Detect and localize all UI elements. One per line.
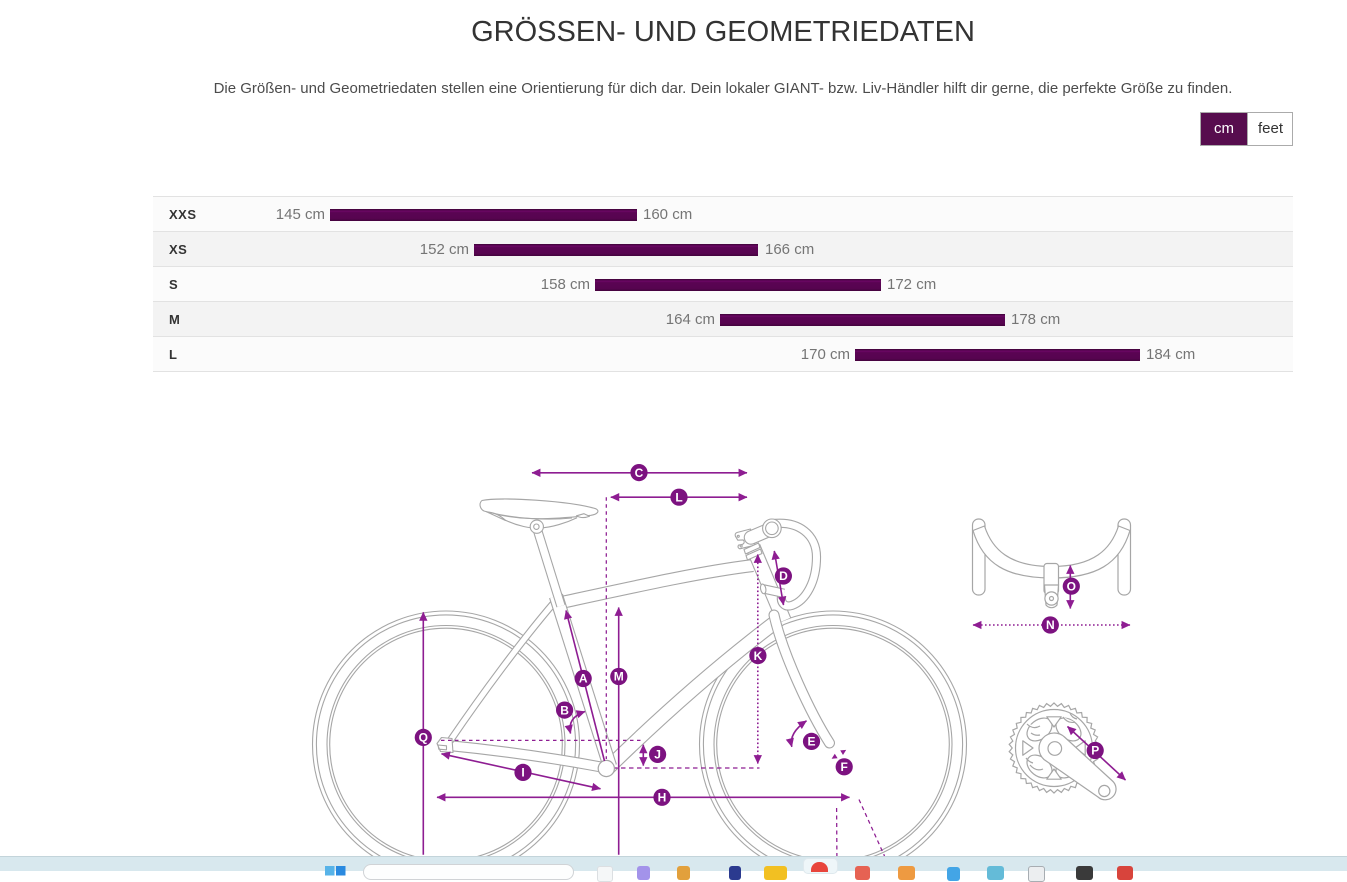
svg-text:P: P xyxy=(1091,744,1099,758)
svg-text:A: A xyxy=(579,672,588,686)
svg-text:I: I xyxy=(521,766,524,780)
svg-text:E: E xyxy=(807,735,815,749)
svg-text:D: D xyxy=(779,569,788,583)
svg-text:B: B xyxy=(560,703,569,717)
svg-text:C: C xyxy=(635,466,644,480)
svg-text:J: J xyxy=(654,748,661,762)
svg-text:H: H xyxy=(658,791,667,805)
svg-text:M: M xyxy=(614,670,624,684)
svg-text:L: L xyxy=(675,490,682,504)
svg-text:F: F xyxy=(841,760,848,774)
svg-text:O: O xyxy=(1067,579,1076,593)
svg-text:Q: Q xyxy=(419,731,428,745)
svg-text:N: N xyxy=(1046,618,1055,632)
svg-text:K: K xyxy=(754,649,763,663)
